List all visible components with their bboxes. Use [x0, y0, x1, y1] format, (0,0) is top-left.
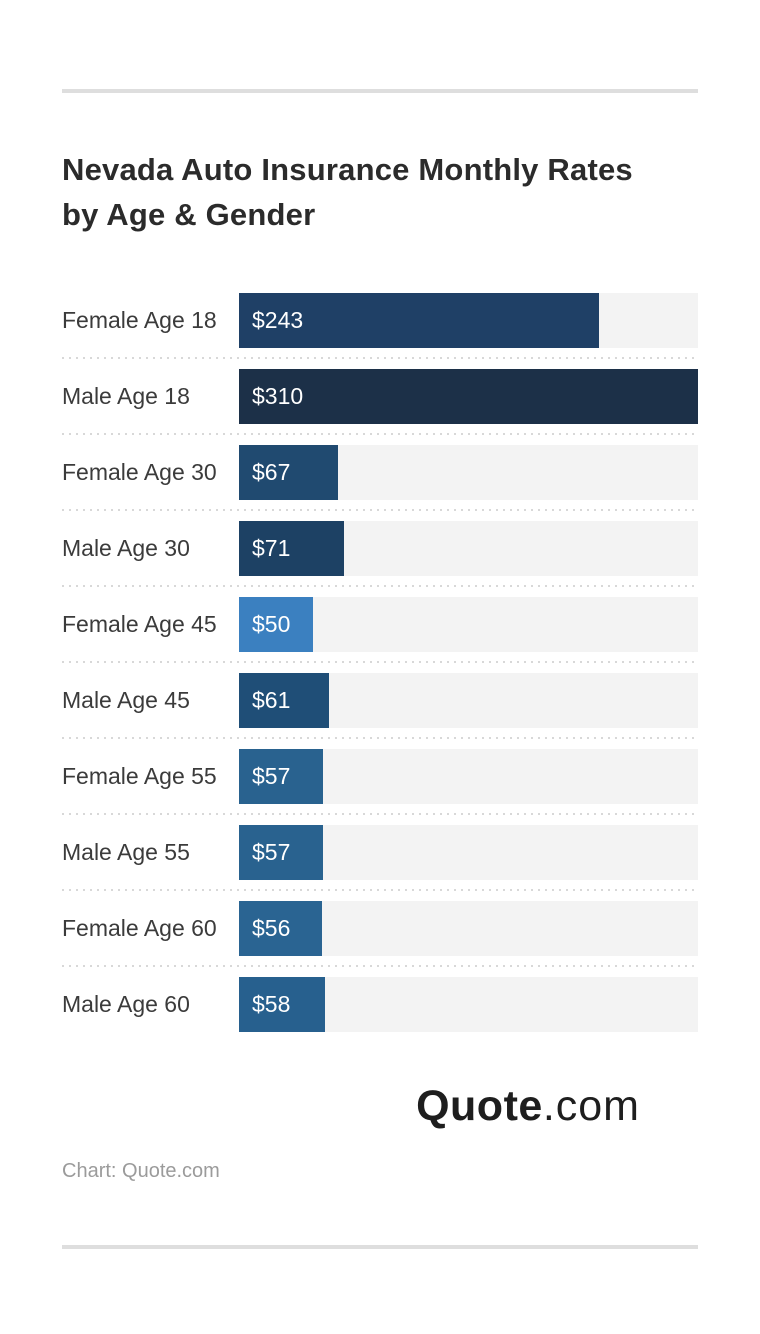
bar-track: $310 [239, 369, 698, 424]
bar-value-label: $310 [252, 383, 304, 409]
chart-row: Female Age 18 $243 [62, 293, 698, 348]
bar: $56 [239, 901, 322, 956]
bar-value-label: $243 [252, 307, 304, 333]
row-label: Female Age 45 [62, 611, 217, 637]
bar: $58 [239, 977, 325, 1032]
row-divider [62, 965, 698, 967]
bar-value-label: $61 [252, 687, 291, 713]
bar-track: $243 [239, 293, 698, 348]
chart-title-line2: by Age & Gender [62, 197, 316, 232]
bar-value-label: $50 [252, 611, 291, 637]
bar-value-label: $57 [252, 763, 291, 789]
bar-track: $57 [239, 825, 698, 880]
row-divider [62, 889, 698, 891]
bar-value-label: $58 [252, 991, 291, 1017]
row-divider [62, 357, 698, 359]
row-label: Male Age 60 [62, 991, 190, 1017]
bar-value-label: $56 [252, 915, 291, 941]
bar-value-label: $57 [252, 839, 291, 865]
row-label: Male Age 18 [62, 383, 190, 409]
bar-track: $71 [239, 521, 698, 576]
bar-track: $61 [239, 673, 698, 728]
bar-track: $56 [239, 901, 698, 956]
chart-row: Male Age 18 $310 [62, 369, 698, 424]
bar-track: $67 [239, 445, 698, 500]
chart-row: Male Age 60 $58 [62, 977, 698, 1032]
bar-track: $57 [239, 749, 698, 804]
bar: $243 [239, 293, 599, 348]
page: Nevada Auto Insurance Monthly Rates by Ag… [0, 89, 760, 1249]
chart-title: Nevada Auto Insurance Monthly Rates by Ag… [62, 147, 698, 237]
chart-row: Female Age 55 $57 [62, 749, 698, 804]
chart-row: Female Age 45 $50 [62, 597, 698, 652]
row-divider [62, 813, 698, 815]
row-label: Female Age 18 [62, 307, 217, 333]
row-divider [62, 585, 698, 587]
row-label: Male Age 55 [62, 839, 190, 865]
top-divider-rule [62, 89, 698, 93]
chart-rows: Female Age 18 $243 Male Age 18 $310 Female A… [62, 293, 698, 1032]
chart-row: Male Age 45 $61 [62, 673, 698, 728]
chart-row: Male Age 30 $71 [62, 521, 698, 576]
bar: $57 [239, 825, 324, 880]
bar: $50 [239, 597, 314, 652]
row-label: Female Age 30 [62, 459, 217, 485]
chart-row: Female Age 30 $67 [62, 445, 698, 500]
quote-com-logo: Quote.com [62, 1083, 698, 1129]
bar-value-label: $67 [252, 459, 291, 485]
bar: $61 [239, 673, 330, 728]
chart-title-line1: Nevada Auto Insurance Monthly Rates [62, 152, 633, 187]
bar: $57 [239, 749, 324, 804]
logo-text-bold: Quote [416, 1082, 543, 1130]
row-label: Female Age 60 [62, 915, 217, 941]
row-label: Female Age 55 [62, 763, 217, 789]
row-divider [62, 433, 698, 435]
bar-track: $50 [239, 597, 698, 652]
bar-value-label: $71 [252, 535, 291, 561]
chart-row: Female Age 60 $56 [62, 901, 698, 956]
bar-track: $58 [239, 977, 698, 1032]
bar-chart: Female Age 18 $243 Male Age 18 $310 Female A… [62, 293, 698, 1032]
row-label: Male Age 30 [62, 535, 190, 561]
row-divider [62, 737, 698, 739]
row-divider [62, 509, 698, 511]
chart-row: Male Age 55 $57 [62, 825, 698, 880]
bar: $71 [239, 521, 345, 576]
logo-text-light: .com [542, 1082, 640, 1130]
bar: $67 [239, 445, 339, 500]
bar: $310 [239, 369, 698, 424]
row-divider [62, 661, 698, 663]
chart-attribution: Chart: Quote.com [62, 1160, 220, 1182]
bottom-divider-rule [62, 1245, 698, 1249]
row-label: Male Age 45 [62, 687, 190, 713]
